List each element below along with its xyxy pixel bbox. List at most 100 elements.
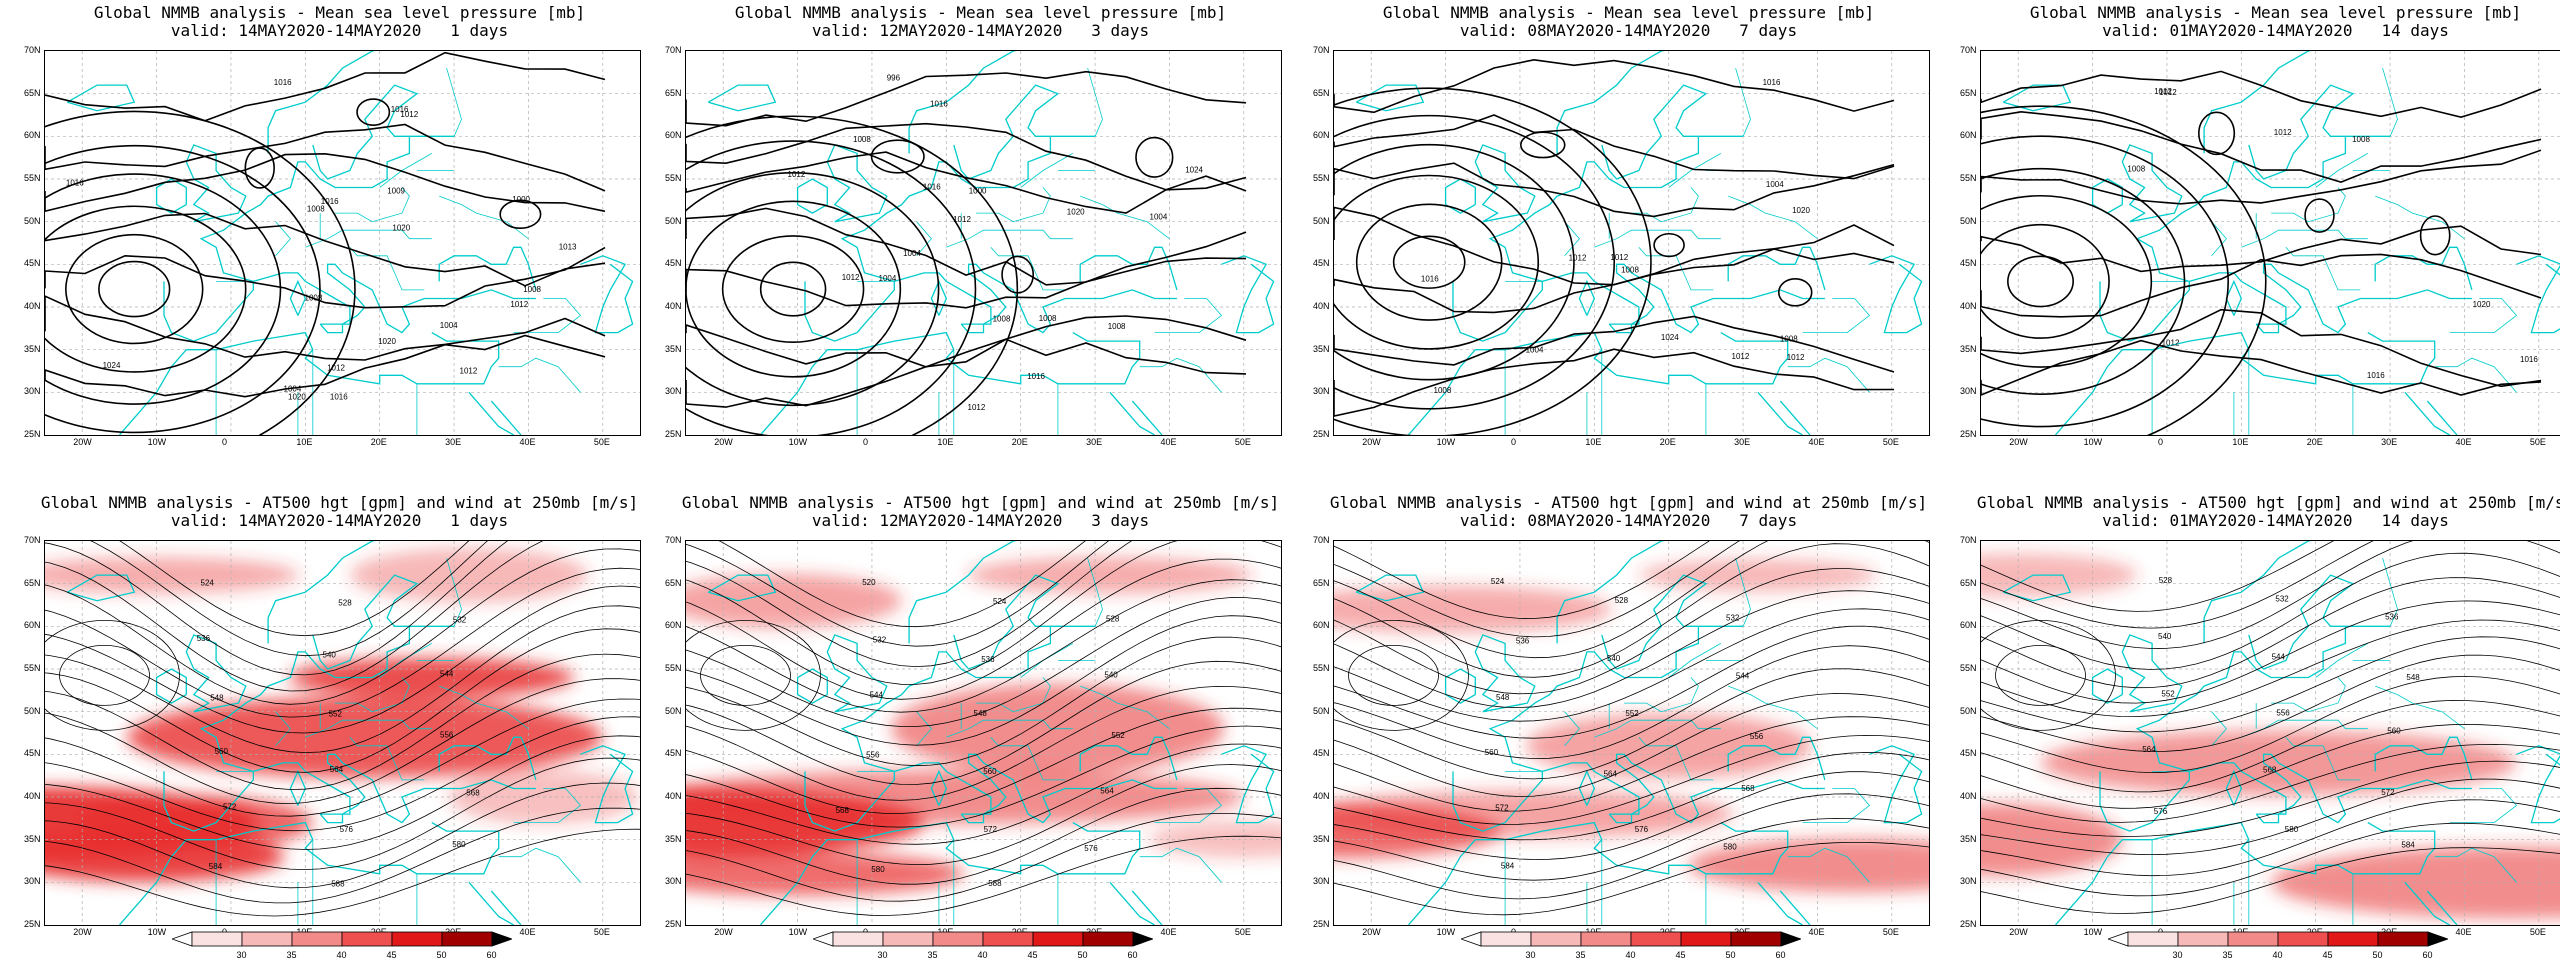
lon-tick-label: 40E — [1808, 927, 1825, 937]
contour-label: 1016 — [2520, 355, 2538, 364]
panel-valid-line: valid: 08MAY2020-14MAY2020 7 days — [1459, 511, 1798, 530]
lat-tick-label: 45N — [1960, 258, 1977, 269]
lat-tick-label: 70N — [1313, 45, 1330, 55]
contour-label: 544 — [870, 690, 884, 699]
colorbar-label: 30 — [236, 950, 247, 960]
lat-tick-label: 50N — [24, 705, 41, 716]
lon-tick-label: 40E — [1808, 437, 1825, 447]
contour-label: 568 — [2263, 766, 2277, 775]
colorbar-label: 35 — [2222, 950, 2233, 960]
contour-labels: 528 532 536 540 544 548 552 556 560 564 568 572 576 5… — [2142, 576, 2420, 849]
contour-label: 580 — [2285, 825, 2299, 834]
lon-tick-label: 20W — [714, 437, 733, 447]
contour-label: 1012 — [400, 110, 418, 119]
panel-title: Global NMMB analysis - Mean sea level pr… — [1311, 4, 1946, 40]
lat-tick-label: 35N — [1960, 833, 1977, 844]
lat-tick-label: 50N — [665, 705, 682, 716]
graticule — [1981, 51, 2560, 435]
panel-valid-line: valid: 14MAY2020-14MAY2020 1 days — [170, 21, 509, 40]
jet-core — [74, 795, 313, 850]
colorbar-label: 45 — [1027, 950, 1038, 960]
lat-tick-label: 40N — [24, 791, 41, 801]
contour-label: 584 — [1501, 862, 1515, 871]
contour-label: 540 — [323, 651, 337, 660]
contour-label: 540 — [1607, 654, 1621, 663]
contour-label: 564 — [1100, 786, 1114, 795]
contour-label: 568 — [1741, 784, 1755, 793]
lat-tick-label: 30N — [665, 876, 682, 887]
contour-labels: 1012101610241020100810041000100810121016… — [66, 78, 577, 402]
contour-label: 1024 — [103, 361, 121, 370]
colorbar-bin — [932, 931, 983, 947]
panel-title-line1: Global NMMB analysis - Mean sea level pr… — [1382, 3, 1875, 22]
coastlines — [2002, 51, 2560, 435]
lat-tick-label: 45N — [665, 258, 682, 269]
contour-label: 556 — [2276, 709, 2290, 718]
contour-label: 572 — [2381, 788, 2395, 797]
lat-tick-label: 30N — [665, 386, 682, 397]
contour-labels: 1004 1008 1012 1016 1020 1024 1012 1008 1004 1012… — [1421, 78, 1811, 395]
contour-labels: 524 528 532 536 540 544 548 552 556 560 564 568 572 5… — [197, 579, 480, 889]
lat-tick-label: 65N — [1960, 87, 1977, 98]
contour-label: 524 — [993, 597, 1007, 606]
colorbar-bin — [2277, 931, 2328, 947]
lat-tick-label: 25N — [24, 919, 41, 929]
lat-tick-label: 60N — [1960, 130, 1977, 141]
colorbar-bin — [341, 931, 392, 947]
contour-label: 1016 — [930, 99, 948, 108]
contour-label: 576 — [340, 825, 354, 834]
panel-title: Global NMMB analysis - AT500 hgt [gpm] a… — [22, 494, 657, 530]
contour-label: 1004 — [284, 385, 302, 394]
contour-label: 1012 — [2154, 87, 2172, 96]
contour-lines — [1334, 58, 1895, 435]
contour-label: 584 — [209, 862, 223, 871]
contour-label: 1024 — [1661, 333, 1679, 342]
panel-valid-line: valid: 12MAY2020-14MAY2020 3 days — [811, 511, 1150, 530]
panel-valid-line: valid: 08MAY2020-14MAY2020 7 days — [1459, 21, 1798, 40]
contour-label: 544 — [2272, 652, 2286, 661]
lat-tick-label: 50N — [1960, 215, 1977, 226]
lat-tick-label: 65N — [1313, 577, 1330, 588]
contour-label: 1016 — [330, 392, 348, 401]
lat-tick-label: 35N — [24, 833, 41, 844]
colorbar-extend-high — [1132, 931, 1154, 947]
colorbar-label: 40 — [2272, 950, 2283, 960]
contour-label: 568 — [466, 789, 480, 798]
lat-tick-label: 35N — [665, 833, 682, 844]
wind-colorbar: 30 35 40 45 50 60 — [811, 930, 1154, 962]
wind-colorbar: 30 35 40 45 50 60 — [1459, 930, 1802, 962]
colorbar-extend-high — [1780, 931, 1802, 947]
lat-tick-label: 65N — [1960, 577, 1977, 588]
lat-tick-label: 65N — [24, 577, 41, 588]
contour-labels: 1008 1012 1016 1020 1012 1008 1012 1016 1012 — [2127, 87, 2538, 380]
lat-tick-label: 65N — [665, 87, 682, 98]
lat-tick-label: 25N — [1960, 919, 1977, 929]
contour-labels: 1016 1012 1008 1004 996 1000 1004 1008 1012 1016 1… — [788, 74, 1204, 413]
lat-tick-label: 30N — [24, 876, 41, 887]
contour-label: 540 — [2158, 632, 2172, 641]
jet-core — [686, 852, 965, 896]
contour-lines — [45, 541, 640, 917]
contour-label: 536 — [197, 634, 211, 643]
lat-tick-label: 60N — [24, 130, 41, 141]
colorbar-label: 60 — [1775, 950, 1786, 960]
lat-tick-label: 25N — [665, 919, 682, 929]
graticule — [1334, 51, 1929, 435]
colorbar-bin — [1480, 931, 1531, 947]
contour-label: 1008 — [853, 135, 871, 144]
contour-label: 1013 — [559, 243, 577, 252]
contour-label: 564 — [2142, 745, 2156, 754]
colorbar-bin — [2377, 931, 2428, 947]
map-canvas: 524 528 532 536 540 544 548 552 556 560 564 568 572 5… — [45, 541, 640, 925]
contour-label: 1008 — [1434, 386, 1452, 395]
lat-tick-label: 40N — [1313, 791, 1330, 801]
coastlines — [2002, 541, 2560, 925]
contour-label: 572 — [984, 825, 998, 834]
map-frame: 520 524 528 532 536 540 544 548 552 556 560 564 568 5… — [685, 540, 1282, 926]
contour-label: 1008 — [2127, 165, 2145, 174]
contour-label: 560 — [983, 767, 997, 776]
contour-label: 1004 — [1526, 346, 1544, 355]
colorbar-label: 40 — [336, 950, 347, 960]
contour-label: 1004 — [879, 274, 897, 283]
lon-tick-label: 10W — [147, 927, 167, 937]
